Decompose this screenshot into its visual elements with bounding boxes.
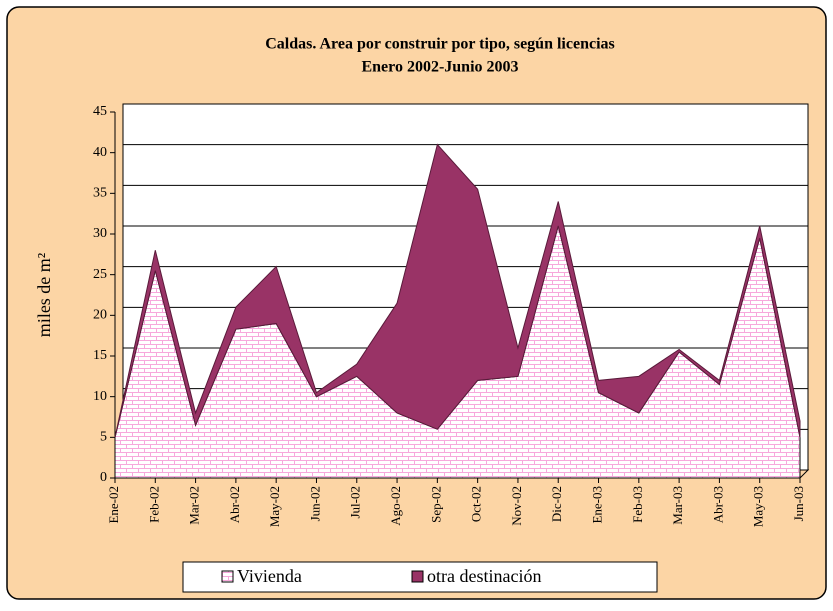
- x-tick-label: May-02: [267, 486, 282, 527]
- y-tick-label: 15: [93, 348, 107, 363]
- y-tick-label: 45: [93, 104, 107, 119]
- legend-swatch: [411, 570, 424, 583]
- y-tick-label: 10: [93, 389, 107, 404]
- x-tick-label: Mar-02: [187, 486, 202, 525]
- x-tick-label: Feb-03: [630, 486, 645, 523]
- x-tick-label: Abr-03: [710, 486, 725, 523]
- y-tick-label: 40: [93, 145, 107, 160]
- x-tick-label: Feb-02: [146, 486, 161, 523]
- y-axis-label: miles de m²: [34, 253, 54, 337]
- y-tick-label: 25: [93, 267, 107, 282]
- x-tick-label: Nov-02: [509, 486, 524, 526]
- legend-swatch: [221, 570, 234, 583]
- x-tick-label: Jul-02: [348, 486, 363, 519]
- y-tick-label: 30: [93, 226, 107, 241]
- y-tick-label: 0: [100, 470, 107, 485]
- x-tick-label: Mar-03: [670, 486, 685, 525]
- y-tick-label: 5: [100, 430, 107, 445]
- chart-title: Caldas. Area por construir por tipo, seg…: [265, 36, 615, 53]
- x-tick-label: Jun-03: [791, 486, 806, 521]
- x-tick-label: Abr-02: [227, 486, 242, 523]
- x-tick-label: Sep-02: [428, 486, 443, 523]
- y-tick-label: 35: [93, 186, 107, 201]
- legend-label: otra destinación: [427, 566, 541, 586]
- chart-subtitle: Enero 2002-Junio 2003: [361, 59, 518, 76]
- x-tick-label: May-03: [751, 486, 766, 527]
- area: [114, 143, 801, 438]
- y-tick-label: 20: [93, 308, 107, 323]
- x-tick-label: Ene-03: [590, 486, 605, 524]
- x-tick-label: Ene-02: [106, 486, 121, 524]
- x-tick-label: Dic-02: [549, 486, 564, 522]
- x-tick-label: Ago-02: [388, 486, 403, 526]
- x-tick-label: Oct-02: [469, 486, 484, 522]
- legend-label: Vivienda: [237, 566, 302, 586]
- x-tick-label: Jun-02: [307, 486, 322, 521]
